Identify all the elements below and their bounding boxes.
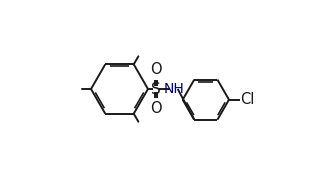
Text: NH: NH [163,82,184,96]
Text: O: O [150,62,162,77]
Text: S: S [151,82,161,96]
Text: Cl: Cl [240,92,255,107]
Text: O: O [150,101,162,116]
